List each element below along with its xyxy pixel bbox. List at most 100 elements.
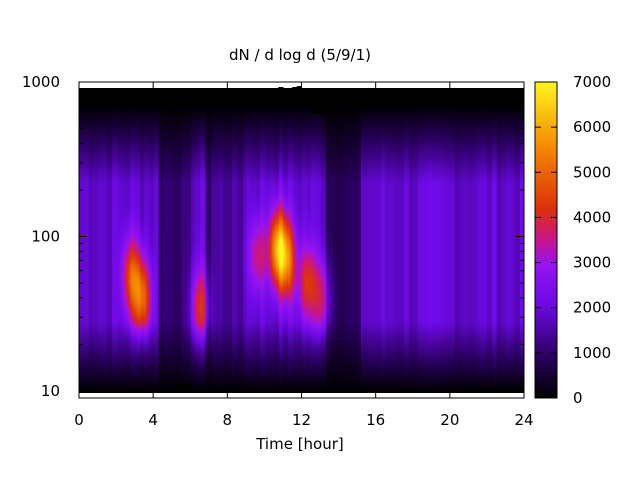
x-axis: 0 4 8 12 16 20 24 <box>74 82 534 429</box>
upper-band-segment <box>477 92 483 107</box>
upper-band-segment <box>116 89 122 107</box>
upper-band-segment <box>97 88 103 107</box>
lower-band-segment <box>139 389 145 393</box>
lower-band-segment <box>343 389 349 393</box>
upper-band-segment <box>264 88 270 107</box>
lower-band-segment <box>510 390 516 393</box>
colorbar-tick-label: 1000 <box>573 344 611 362</box>
upper-band-segment <box>473 91 479 107</box>
lower-band-segment <box>245 389 252 393</box>
upper-band-segment <box>510 90 516 107</box>
x-tick-label: 4 <box>148 411 158 429</box>
x-tick-label: 8 <box>223 411 233 429</box>
lower-band-segment <box>185 384 191 393</box>
lower-band-segment <box>505 388 511 393</box>
upper-band-segment <box>171 90 177 107</box>
lower-band-segment <box>194 387 201 393</box>
lower-band-segment <box>324 390 330 393</box>
lower-band-segment <box>468 389 474 393</box>
lower-band-segment <box>394 390 400 393</box>
upper-band-segment <box>454 90 460 107</box>
colorbar-tick-label: 6000 <box>573 118 611 136</box>
lower-band-segment <box>213 390 219 393</box>
upper-band-segment <box>389 89 395 107</box>
lower-band-segment <box>218 389 224 393</box>
lower-band-segment <box>408 389 414 393</box>
x-tick-label: 16 <box>366 411 385 429</box>
lower-band-segment <box>153 390 159 393</box>
upper-band-segment <box>102 92 108 107</box>
lower-band-segment <box>431 387 437 393</box>
lower-band-segment <box>157 390 163 393</box>
lower-band-segment <box>477 387 483 393</box>
lower-band-segment <box>440 390 446 393</box>
upper-band-segment <box>491 91 497 107</box>
heatmap-image <box>79 88 524 393</box>
upper-band-segment <box>250 88 256 107</box>
upper-band-segment <box>482 91 488 107</box>
lower-band-segment <box>454 389 460 393</box>
lower-band-segment <box>79 387 85 393</box>
upper-band-segment <box>125 91 131 107</box>
lower-band-segment <box>352 390 358 393</box>
upper-band-segment <box>371 88 377 107</box>
upper-band-segment <box>306 91 312 107</box>
upper-band-segment <box>417 90 423 107</box>
y-tick-label: 10 <box>41 382 60 400</box>
colorbar-frame <box>534 81 558 399</box>
lower-band-segment <box>255 389 261 393</box>
upper-band-segment <box>287 88 293 107</box>
lower-band-segment <box>398 387 404 393</box>
lower-band-segment <box>371 390 377 393</box>
upper-band-segment <box>422 91 428 107</box>
upper-band-segment <box>259 88 265 107</box>
upper-band-segment <box>519 93 525 107</box>
heatmap-plot-area <box>78 81 525 399</box>
upper-band-segment <box>347 90 353 107</box>
upper-band-segment <box>343 96 349 107</box>
lower-band-segment <box>148 389 154 393</box>
lower-band-segment <box>403 388 409 393</box>
colorbar-tick-label: 3000 <box>573 254 611 272</box>
lower-band-segment <box>389 389 395 393</box>
upper-band-segment <box>463 91 469 107</box>
upper-band-segment <box>459 88 465 107</box>
lower-band-segment <box>320 390 326 393</box>
lower-band-segment <box>301 390 307 393</box>
upper-band-segment <box>120 88 126 107</box>
lower-band-segment <box>333 388 340 393</box>
upper-size-limit-band <box>79 86 525 114</box>
colorbar-tick-label: 4000 <box>573 208 611 226</box>
upper-band-segment <box>375 92 381 107</box>
lower-band-segment <box>227 389 233 393</box>
x-tick-label: 12 <box>292 411 311 429</box>
lower-band-segment <box>375 389 381 393</box>
lower-band-segment <box>463 387 469 393</box>
upper-band-segment <box>79 90 85 107</box>
upper-band-segment <box>111 89 117 107</box>
lower-band-segment <box>315 390 321 393</box>
lower-band-segment <box>384 389 391 393</box>
upper-band-segment <box>269 89 275 107</box>
upper-band-segment <box>185 92 191 107</box>
lower-size-limit-band <box>79 384 525 393</box>
y-axis: 10 100 1000 <box>22 73 524 400</box>
lower-band-segment <box>292 387 298 393</box>
upper-band-segment <box>157 88 163 107</box>
upper-band-segment <box>384 88 391 107</box>
lower-band-segment <box>259 387 265 393</box>
upper-band-segment <box>394 88 400 107</box>
upper-band-segment <box>231 91 238 107</box>
lower-band-segment <box>329 389 335 393</box>
lower-band-segment <box>347 387 353 393</box>
lower-band-segment <box>162 390 168 393</box>
colorbar-tick-label: 7000 <box>573 73 611 91</box>
x-tick-label: 20 <box>440 411 459 429</box>
lower-band-segment <box>296 388 302 393</box>
upper-band-segment <box>92 93 99 107</box>
colorbar-tick-label: 2000 <box>573 299 611 317</box>
upper-band-segment <box>408 89 414 107</box>
lower-band-segment <box>236 389 242 393</box>
upper-band-segment <box>329 96 335 114</box>
